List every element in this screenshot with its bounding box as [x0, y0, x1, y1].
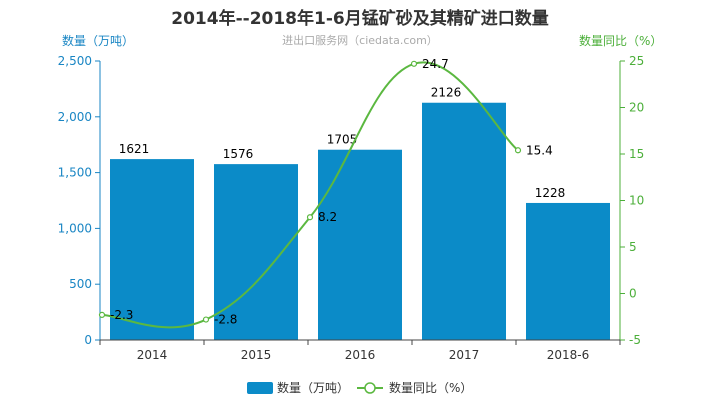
line-series-yoy [101, 61, 519, 329]
y-right-tick-label: 0 [629, 287, 637, 301]
y-right-tick-label: -5 [629, 333, 641, 347]
line-value-label: 24.7 [422, 57, 449, 71]
legend-line-swatch [357, 382, 383, 394]
legend-item-bar[interactable]: 数量（万吨） [247, 379, 349, 397]
y-right-tick-label: 15 [629, 147, 644, 161]
x-tick-label: 2015 [241, 348, 272, 362]
line-point [202, 316, 210, 323]
bar-value-label: 1228 [535, 186, 566, 200]
legend-bar-label: 数量（万吨） [277, 381, 350, 395]
legend-bar-swatch [247, 382, 273, 394]
bar-2018-6 [526, 202, 610, 340]
y-right-tick-label: 10 [629, 194, 644, 208]
bar-2016 [318, 149, 402, 340]
x-tick-label: 2014 [137, 348, 168, 362]
y-left-tick-label: 1,500 [58, 166, 92, 180]
x-tick-label: 2016 [345, 348, 376, 362]
y-right-tick-label: 20 [629, 101, 644, 115]
y-right-tick-label: 5 [629, 240, 637, 254]
bar-value-label: 2126 [431, 86, 462, 100]
chart-subtitle: 进出口服务网（ciedata.com） [282, 34, 438, 47]
y-left-tick-label: 2,000 [58, 110, 92, 124]
y-left-tick-label: 1,000 [58, 221, 92, 235]
line-value-label: -2.8 [214, 313, 237, 327]
line-value-label: 8.2 [318, 210, 337, 224]
y-axis-left-label: 数量（万吨） [62, 34, 135, 48]
line-point [410, 60, 418, 67]
legend-line-label: 数量同比（%） [389, 381, 473, 395]
bar-value-label: 1576 [223, 147, 254, 161]
bar-2017 [422, 102, 506, 340]
x-tick-label: 2018-6 [547, 348, 590, 362]
line-point [514, 147, 522, 154]
bar-2014 [110, 159, 194, 340]
x-tick-label: 2017 [449, 348, 480, 362]
y-axis-right-label: 数量同比（%） [579, 34, 663, 48]
y-right-tick-label: 25 [629, 54, 644, 68]
line-value-label: 15.4 [526, 143, 553, 157]
y-left-tick-label: 500 [69, 277, 92, 291]
line-value-label: -2.3 [110, 308, 133, 322]
line-point [306, 214, 314, 221]
chart-legend: 数量（万吨） 数量同比（%） [0, 379, 720, 397]
y-left-tick-label: 2,500 [58, 54, 92, 68]
legend-item-line[interactable]: 数量同比（%） [357, 379, 472, 397]
bar-2015 [214, 164, 298, 340]
bar-value-label: 1621 [119, 142, 150, 156]
y-left-tick-label: 0 [84, 333, 92, 347]
bar-value-label: 1705 [327, 133, 358, 147]
line-point [98, 311, 106, 318]
chart-title: 2014年--2018年1-6月锰矿砂及其精矿进口数量 [171, 9, 549, 29]
